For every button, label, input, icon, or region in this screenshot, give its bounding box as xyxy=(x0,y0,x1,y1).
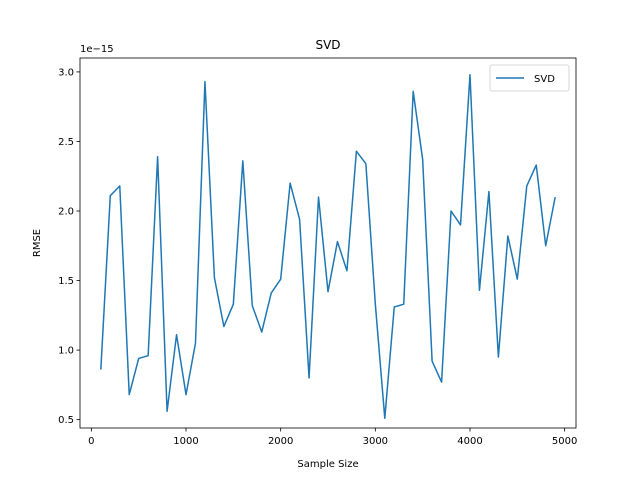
y-tick-label: 1.0 xyxy=(58,346,74,357)
y-tick-label: 0.5 xyxy=(58,415,74,426)
y-tick-label: 3.0 xyxy=(58,67,74,78)
legend-label-svd: SVD xyxy=(534,74,555,85)
plot-area xyxy=(80,58,576,428)
chart-title: SVD xyxy=(315,38,340,52)
legend: SVD xyxy=(489,64,570,92)
x-tick-label: 2000 xyxy=(268,436,293,447)
x-tick-label: 3000 xyxy=(363,436,388,447)
axes-frame xyxy=(79,57,577,429)
y-tick-label: 2.0 xyxy=(58,207,74,218)
series-layer xyxy=(100,73,556,420)
x-tick-label: 1000 xyxy=(173,436,198,447)
y-offset-label: 1e−15 xyxy=(80,44,114,55)
axes-background xyxy=(80,58,576,428)
series-line-svd xyxy=(100,73,556,420)
legend-box xyxy=(489,64,570,92)
y-axis-label: RMSE xyxy=(32,229,43,257)
y-tick-label: 1.5 xyxy=(58,276,74,287)
y-ticks: 0.5 1.0 1.5 2.0 2.5 3.0 xyxy=(58,67,80,426)
axes-layer xyxy=(79,57,577,429)
x-axis-label: Sample Size xyxy=(297,459,358,470)
y-tick-label: 2.5 xyxy=(58,137,74,148)
x-tick-label: 0 xyxy=(88,436,94,447)
x-ticks: 0 1000 2000 3000 4000 5000 xyxy=(88,428,577,447)
x-tick-label: 5000 xyxy=(552,436,577,447)
x-tick-label: 4000 xyxy=(457,436,482,447)
